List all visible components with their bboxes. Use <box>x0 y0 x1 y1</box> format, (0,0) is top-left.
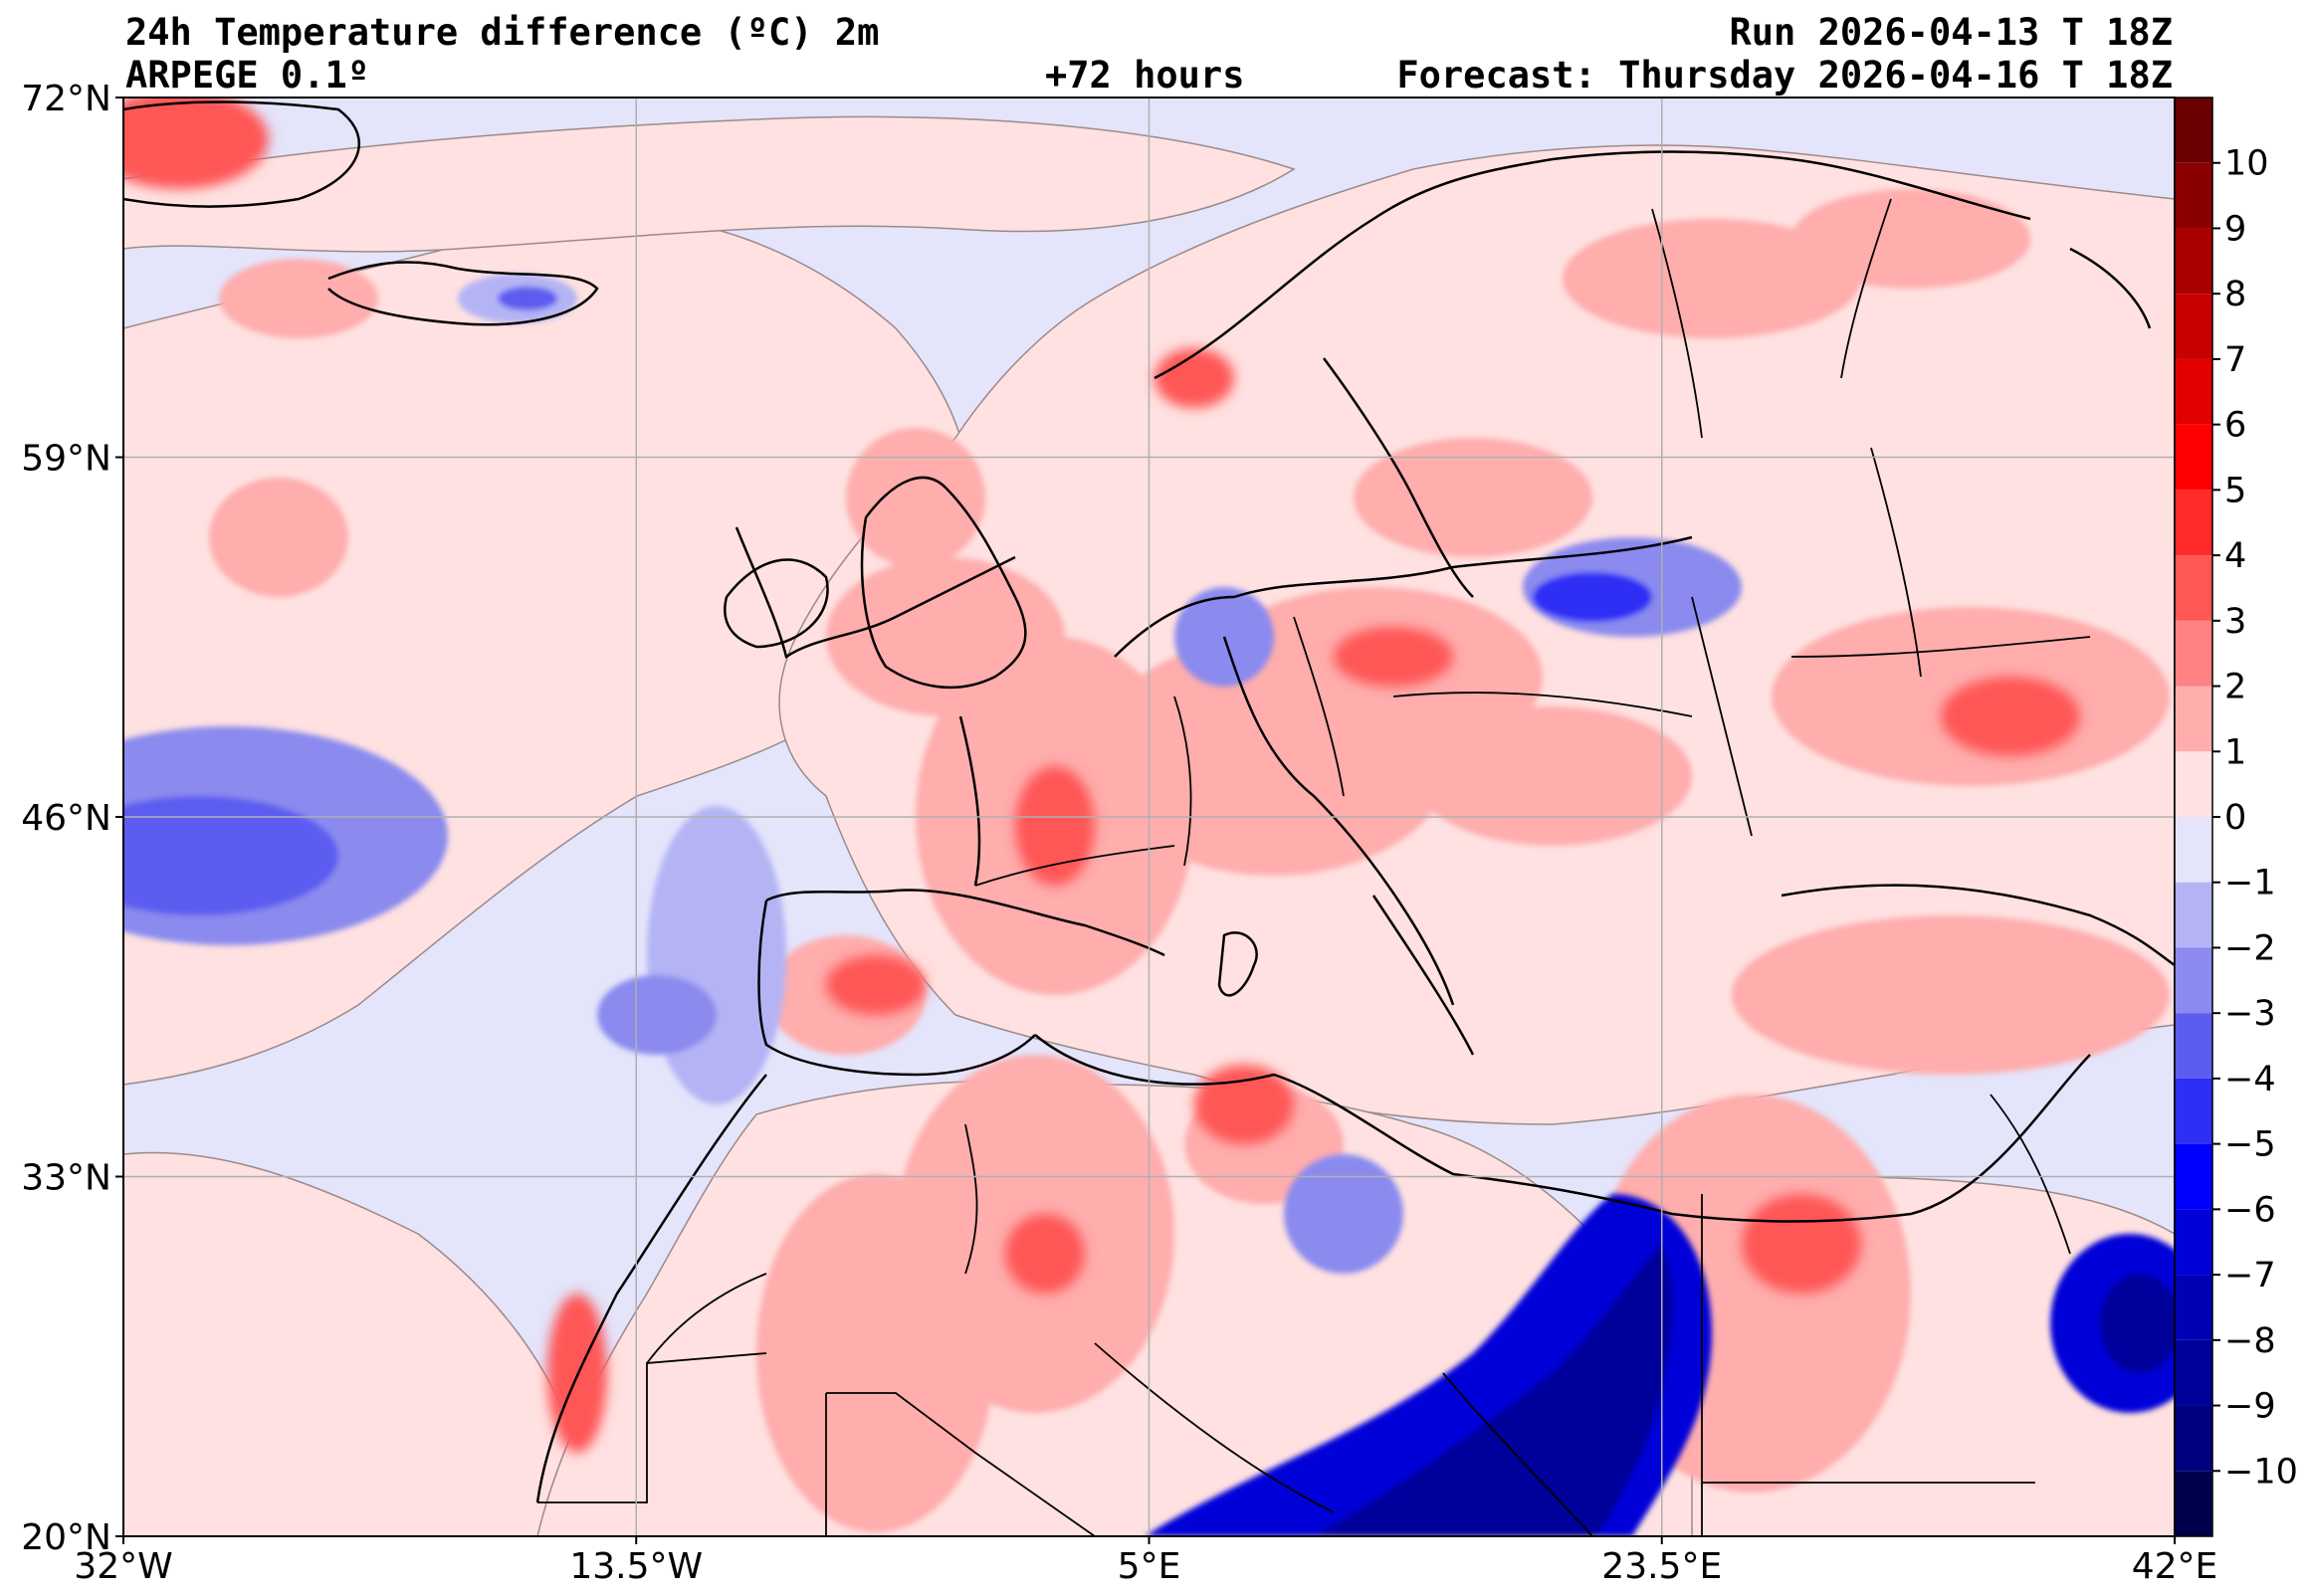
colorbar-band-17 <box>2175 1209 2212 1276</box>
colorbar-tick-label: −7 <box>2224 1256 2276 1296</box>
colorbar-band-16 <box>2175 1143 2212 1210</box>
latitude-ticks: 72°N 59°N 46°N 33°N 20°N <box>21 79 123 1558</box>
colorbar-tick-label: −6 <box>2224 1190 2276 1230</box>
colorbar-tick-label: 8 <box>2224 275 2246 314</box>
colorbar-tick-label: 1 <box>2224 732 2246 772</box>
colorbar-tick-label: 4 <box>2224 536 2246 576</box>
run-time: Run 2026-04-13 T 18Z <box>1729 11 2173 54</box>
colorbar-band-5 <box>2175 424 2212 491</box>
colorbar-tick-label: 6 <box>2224 406 2246 446</box>
forecast-time: Forecast: Thursday 2026-04-16 T 18Z <box>1396 54 2173 97</box>
colorbar-band-11 <box>2175 817 2212 883</box>
country-borders <box>537 198 2091 1536</box>
colorbar-band-14 <box>2175 1013 2212 1079</box>
lat-tick-label: 72°N <box>21 79 111 119</box>
colorbar-tick-label: −9 <box>2224 1387 2276 1427</box>
graticule <box>123 98 2175 1536</box>
coastlines <box>123 100 2175 1503</box>
map-plot-area <box>123 98 2175 1536</box>
colorbar-tick-label: 0 <box>2224 798 2246 838</box>
lon-tick-label: 13.5°W <box>569 1546 703 1587</box>
colorbar-band-20 <box>2175 1405 2212 1472</box>
colorbar-band-3 <box>2175 294 2212 359</box>
colorbar-tick-label: −8 <box>2224 1321 2276 1361</box>
colorbar-band-18 <box>2175 1275 2212 1340</box>
colorbar-tick-label: −3 <box>2224 994 2276 1034</box>
colorbar-tick-label: −2 <box>2224 928 2276 968</box>
colorbar-tick-label: 2 <box>2224 668 2246 707</box>
colorbar-band-12 <box>2175 882 2212 948</box>
lon-tick-label: 32°W <box>74 1546 172 1587</box>
colorbar-band-19 <box>2175 1339 2212 1406</box>
chart-title: 24h Temperature difference (ºC) 2m <box>125 11 880 54</box>
colorbar-band-15 <box>2175 1078 2212 1144</box>
colorbar-band-6 <box>2175 490 2212 556</box>
colorbar-band-10 <box>2175 751 2212 817</box>
colorbar-band-4 <box>2175 358 2212 425</box>
colorbar-tick-label: 5 <box>2224 471 2246 510</box>
colorbar-tick-label: 9 <box>2224 209 2246 249</box>
lat-tick-label: 20°N <box>21 1517 111 1558</box>
colorbar-tick-label: −1 <box>2224 864 2276 903</box>
lat-tick-label: 46°N <box>21 798 111 839</box>
colorbar-tick-label: −5 <box>2224 1125 2276 1165</box>
colorbar-tick-label: −10 <box>2224 1452 2298 1492</box>
colorbar-band-8 <box>2175 620 2212 687</box>
colorbar-tick-label: 7 <box>2224 340 2246 380</box>
colorbar-band-1 <box>2175 162 2212 229</box>
colorbar-tick-label: 3 <box>2224 602 2246 642</box>
colorbar-tick-label: −4 <box>2224 1060 2276 1099</box>
cold-field <box>123 274 2175 1536</box>
colorbar-band-13 <box>2175 947 2212 1014</box>
colorbar-tick-label: 10 <box>2224 144 2269 184</box>
lat-tick-label: 59°N <box>21 439 111 480</box>
lead-time: +72 hours <box>1045 54 1245 97</box>
model-name: ARPEGE 0.1º <box>125 54 370 97</box>
lon-tick-label: 23.5°E <box>1601 1546 1722 1587</box>
longitude-ticks: 32°W 13.5°W 5°E 23.5°E 42°E <box>74 1536 2217 1587</box>
colorbar-band-7 <box>2175 555 2212 621</box>
colorbar-band-0 <box>2175 98 2212 163</box>
colorbar-band-21 <box>2175 1471 2212 1536</box>
lon-tick-label: 42°E <box>2132 1546 2218 1587</box>
colorbar-band-2 <box>2175 228 2212 295</box>
lon-tick-label: 5°E <box>1118 1546 1181 1587</box>
colorbar-band-9 <box>2175 686 2212 752</box>
lat-tick-label: 33°N <box>21 1158 111 1199</box>
